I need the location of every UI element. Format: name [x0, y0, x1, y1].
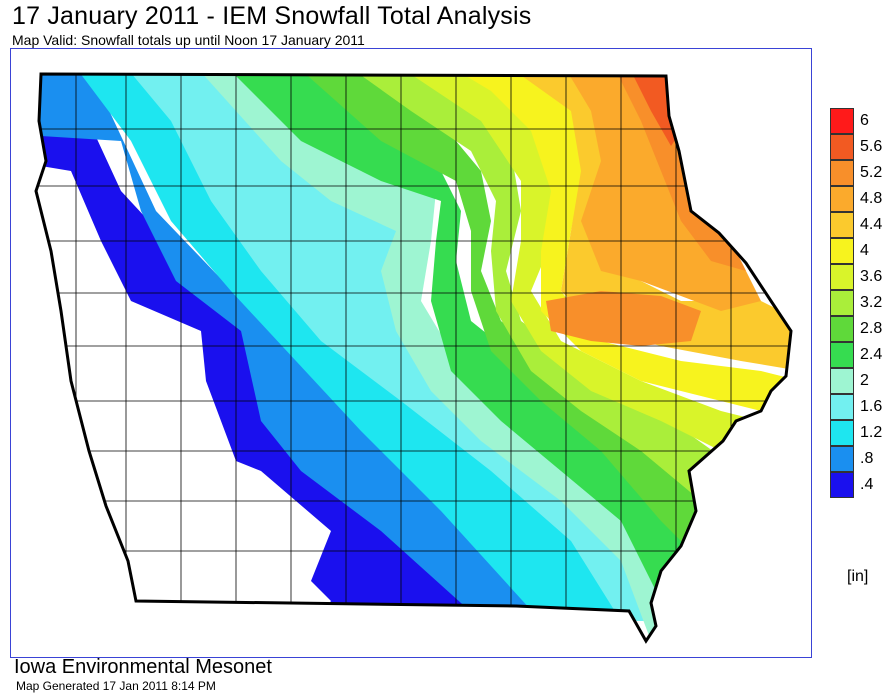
legend-swatch: [830, 264, 854, 290]
map-frame: [10, 48, 812, 658]
legend-swatch: [830, 238, 854, 264]
legend-label: .8: [860, 450, 874, 467]
legend-swatch: [830, 108, 854, 134]
legend-swatch: [830, 134, 854, 160]
legend-swatch: [830, 186, 854, 212]
contour-4-4: [501, 74, 791, 371]
legend: 6 5.6 5.2 4.8 4.4 4 3.6 3.2 2.8 2.4 2 1.6 1.2 .8 .4: [830, 108, 890, 628]
snowfall-contours: [36, 74, 791, 641]
iowa-state-outline: [34, 72, 793, 644]
legend-swatch: [830, 160, 854, 186]
legend-label: 4.8: [860, 190, 883, 207]
legend-swatch: [830, 420, 854, 446]
legend-label: 3.2: [860, 294, 883, 311]
contour-2-4: [221, 74, 721, 621]
map-subtitle: Map Valid: Snowfall totals up until Noon…: [12, 32, 365, 48]
contour-5-2-east: [546, 291, 701, 346]
legend-label: 2.8: [860, 320, 883, 337]
legend-swatch: [830, 342, 854, 368]
legend-swatch: [830, 212, 854, 238]
legend-label: 6: [860, 112, 869, 129]
map-title: 17 January 2011 - IEM Snowfall Total Ana…: [12, 2, 532, 30]
legend-label: 3.6: [860, 268, 883, 285]
legend-label: 5.6: [860, 138, 883, 155]
legend-swatch: [830, 290, 854, 316]
legend-label: 2: [860, 372, 869, 389]
legend-label: 4: [860, 242, 869, 259]
legend-label: 2.4: [860, 346, 883, 363]
legend-label: 5.2: [860, 164, 883, 181]
legend-swatch: [830, 316, 854, 342]
legend-swatch: [830, 446, 854, 472]
legend-label: 1.6: [860, 398, 883, 415]
legend-swatch: [830, 394, 854, 420]
generated-timestamp: Map Generated 17 Jan 2011 8:14 PM: [16, 679, 216, 693]
legend-swatch: [830, 472, 854, 498]
snowfall-map: [34, 72, 793, 644]
organization-name: Iowa Environmental Mesonet: [14, 656, 272, 678]
legend-units: [in]: [847, 568, 869, 585]
legend-label: .4: [860, 476, 874, 493]
legend-swatch: [830, 368, 854, 394]
legend-label: 1.2: [860, 424, 883, 441]
legend-label: 4.4: [860, 216, 883, 233]
